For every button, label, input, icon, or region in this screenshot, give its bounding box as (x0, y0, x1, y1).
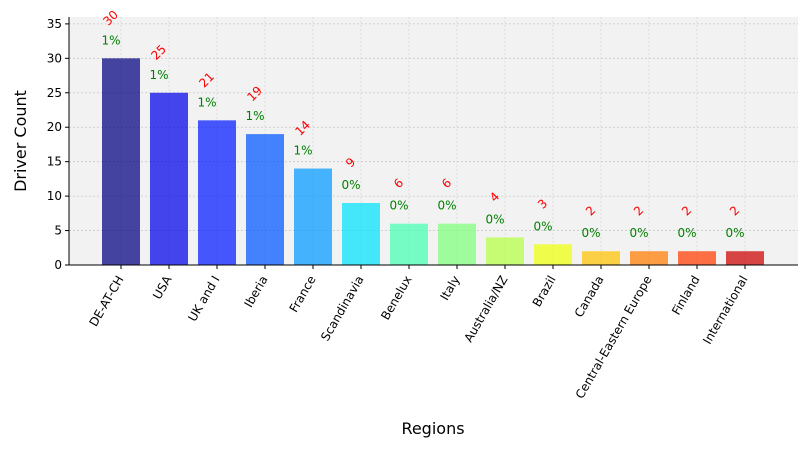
y-ticks: 0 5 10 15 20 25 30 35 (47, 17, 69, 272)
percent-label: 0% (581, 226, 600, 240)
y-axis-label: Driver Count (11, 90, 30, 192)
x-tick-label: International (700, 273, 750, 346)
x-tick-label: Finland (669, 273, 703, 317)
percent-label: 1% (245, 109, 264, 123)
x-tick-label: UK and I (185, 273, 222, 324)
bar (630, 251, 668, 265)
y-tick-label: 25 (47, 86, 62, 100)
x-tick-label: Australia/NZ (461, 273, 510, 344)
bar (342, 203, 380, 265)
percent-label: 1% (101, 33, 120, 47)
y-tick-label: 30 (47, 51, 62, 65)
bar (294, 168, 332, 265)
percent-label: 0% (389, 199, 408, 213)
bar (438, 223, 476, 265)
x-tick-label: Italy (437, 273, 462, 303)
x-tick-label: Benelux (378, 273, 414, 322)
y-tick-label: 0 (54, 258, 62, 272)
x-tick-label: France (287, 273, 319, 315)
y-tick-label: 10 (47, 189, 62, 203)
x-tick-label: USA (150, 273, 175, 302)
bar (102, 58, 140, 266)
x-tick-label: Iberia (241, 273, 270, 310)
percent-label: 0% (485, 212, 504, 226)
bars (102, 58, 764, 266)
bar (726, 251, 764, 265)
percent-label: 1% (149, 68, 168, 82)
y-tick-label: 15 (47, 155, 62, 169)
x-axis-label: Regions (401, 419, 464, 438)
x-tick-label: Canada (572, 273, 607, 320)
x-tick-label: Scandinavia (318, 273, 367, 343)
percent-label: 0% (341, 178, 360, 192)
bar (486, 237, 524, 265)
bar (678, 251, 716, 265)
bar (582, 251, 620, 265)
percent-labels: 1% 1% 1% 1% 1% 0% 0% 0% 0% 0% 0% 0% 0% 0% (101, 33, 744, 240)
y-tick-label: 20 (47, 120, 62, 134)
bar (150, 92, 188, 266)
percent-label: 1% (197, 95, 216, 109)
percent-label: 1% (293, 144, 312, 158)
y-tick-label: 5 (54, 224, 62, 238)
x-tick-label: DE-AT-CH (86, 273, 126, 329)
bar (198, 120, 236, 265)
percent-label: 0% (437, 199, 456, 213)
x-ticks: DE-AT-CH USA UK and I Iberia France Scandinav… (86, 265, 751, 401)
bar (246, 134, 284, 265)
percent-label: 0% (533, 219, 552, 233)
percent-label: 0% (629, 226, 648, 240)
y-tick-label: 35 (47, 17, 62, 31)
percent-label: 0% (725, 226, 744, 240)
bar (390, 223, 428, 265)
percent-label: 0% (677, 226, 696, 240)
x-tick-label: Brazil (530, 273, 559, 309)
bar (534, 244, 572, 265)
